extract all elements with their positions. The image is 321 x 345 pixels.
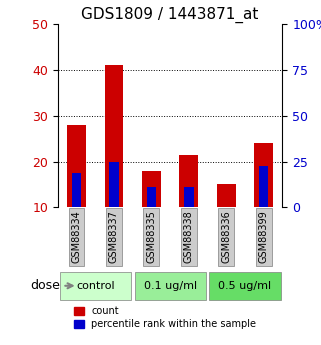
Text: GSM88334: GSM88334 (72, 210, 82, 263)
Text: GSM88335: GSM88335 (146, 210, 156, 263)
Text: GSM88337: GSM88337 (109, 210, 119, 263)
Bar (147, 187, 156, 207)
Bar (72, 173, 81, 207)
Text: GSM88336: GSM88336 (221, 210, 231, 263)
Text: 0.1 ug/ml: 0.1 ug/ml (143, 281, 197, 291)
Bar (67, 125, 86, 207)
Title: GDS1809 / 1443871_at: GDS1809 / 1443871_at (82, 7, 259, 23)
Text: 0.5 ug/ml: 0.5 ug/ml (219, 281, 272, 291)
Text: dose: dose (30, 279, 73, 292)
Bar (254, 143, 273, 207)
Bar (179, 155, 198, 207)
Text: control: control (76, 281, 115, 291)
FancyBboxPatch shape (60, 272, 131, 300)
Bar (142, 171, 161, 207)
Bar (217, 184, 236, 207)
FancyBboxPatch shape (134, 272, 206, 300)
Bar (105, 65, 123, 207)
Bar (184, 187, 194, 207)
Bar (109, 161, 119, 207)
Legend: count, percentile rank within the sample: count, percentile rank within the sample (74, 306, 256, 329)
Bar (259, 166, 268, 207)
Text: GSM88399: GSM88399 (259, 210, 269, 263)
FancyBboxPatch shape (209, 272, 281, 300)
Text: GSM88338: GSM88338 (184, 210, 194, 263)
